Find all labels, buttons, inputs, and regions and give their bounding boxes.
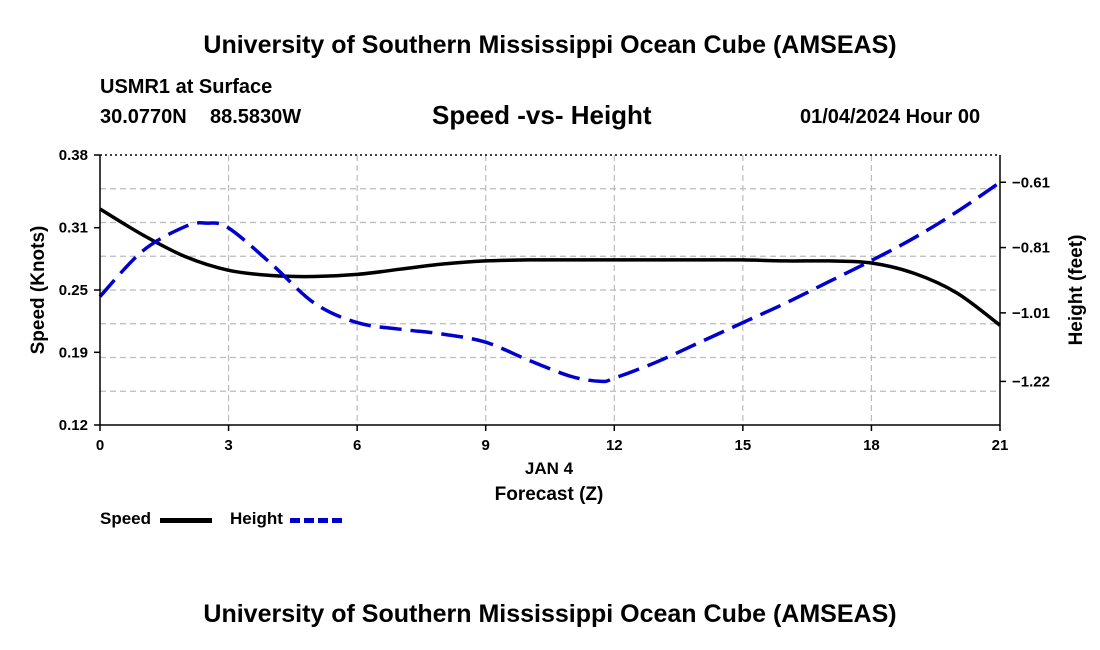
y2-tick-label: −0.81 bbox=[1012, 240, 1050, 257]
y-tick-label: 0.38 bbox=[59, 147, 88, 164]
legend-speed-swatch bbox=[160, 518, 212, 523]
y-tick-label: 0.12 bbox=[59, 417, 88, 434]
y2-tick-label: −0.61 bbox=[1012, 174, 1050, 191]
x-tick-label: 18 bbox=[863, 437, 880, 454]
series-layer bbox=[98, 180, 1002, 384]
y2-tick-label: −1.22 bbox=[1012, 373, 1050, 390]
x-tick-label: 9 bbox=[482, 437, 490, 454]
forecast-datetime: 01/04/2024 Hour 00 bbox=[800, 106, 981, 128]
chart-title: Speed -vs- Height bbox=[432, 100, 652, 130]
axes: 0 3 6 9 12 15 18 21 0.12 0.19 0.25 0.31 0.38 −1.22 −1.… bbox=[59, 147, 1050, 454]
station-longitude: 88.5830W bbox=[210, 106, 302, 128]
x-tick-label: 12 bbox=[606, 437, 623, 454]
grid bbox=[100, 155, 1000, 425]
legend-height-label: Height bbox=[230, 509, 283, 528]
x-tick-label: 15 bbox=[735, 437, 752, 454]
station-label: USMR1 at Surface bbox=[100, 76, 273, 98]
x-axis-label: Forecast (Z) bbox=[495, 484, 604, 505]
y2-axis-label: Height (feet) bbox=[1066, 235, 1087, 346]
y-tick-label: 0.31 bbox=[59, 220, 88, 237]
y-axis-label: Speed (Knots) bbox=[28, 226, 49, 355]
x-tick-label: 3 bbox=[224, 437, 232, 454]
x-tick-label: 0 bbox=[96, 437, 104, 454]
legend-height-swatch bbox=[290, 518, 342, 523]
station-latitude: 30.0770N bbox=[100, 106, 187, 128]
y2-tick-label: −1.01 bbox=[1012, 305, 1050, 322]
height-series-line bbox=[98, 180, 1001, 384]
y-tick-label: 0.25 bbox=[59, 282, 88, 299]
page-title: University of Southern Mississippi Ocean… bbox=[203, 31, 897, 59]
legend-speed-label: Speed bbox=[100, 509, 152, 528]
x-tick-label: 6 bbox=[353, 437, 361, 454]
x-tick-label: 21 bbox=[992, 437, 1009, 454]
footer-title: University of Southern Mississippi Ocean… bbox=[203, 600, 897, 628]
x-axis-date-label: JAN 4 bbox=[525, 459, 574, 478]
speed-series-line bbox=[99, 207, 1002, 327]
y-tick-label: 0.19 bbox=[59, 344, 88, 361]
